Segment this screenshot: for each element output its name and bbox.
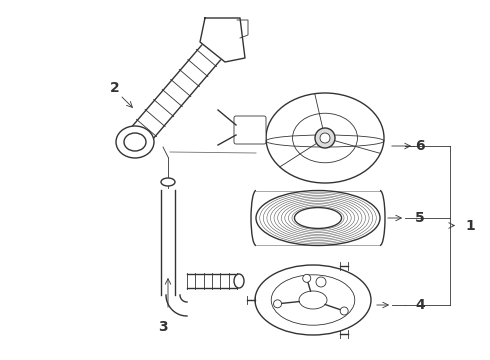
Circle shape bbox=[340, 307, 348, 315]
Ellipse shape bbox=[234, 274, 244, 288]
Ellipse shape bbox=[124, 133, 146, 151]
Text: 3: 3 bbox=[158, 320, 168, 334]
Ellipse shape bbox=[116, 126, 154, 158]
Ellipse shape bbox=[161, 178, 175, 186]
Text: 6: 6 bbox=[415, 139, 425, 153]
Text: 1: 1 bbox=[465, 219, 475, 233]
Circle shape bbox=[315, 128, 335, 148]
Ellipse shape bbox=[256, 190, 380, 246]
Polygon shape bbox=[200, 18, 245, 62]
Circle shape bbox=[273, 300, 282, 308]
Ellipse shape bbox=[294, 208, 342, 229]
Ellipse shape bbox=[266, 93, 384, 183]
Text: 5: 5 bbox=[415, 211, 425, 225]
Text: 4: 4 bbox=[415, 298, 425, 312]
Text: 2: 2 bbox=[110, 81, 120, 95]
Ellipse shape bbox=[293, 113, 357, 163]
Circle shape bbox=[303, 274, 311, 282]
Ellipse shape bbox=[255, 265, 371, 335]
FancyBboxPatch shape bbox=[234, 116, 266, 144]
Circle shape bbox=[320, 133, 330, 143]
